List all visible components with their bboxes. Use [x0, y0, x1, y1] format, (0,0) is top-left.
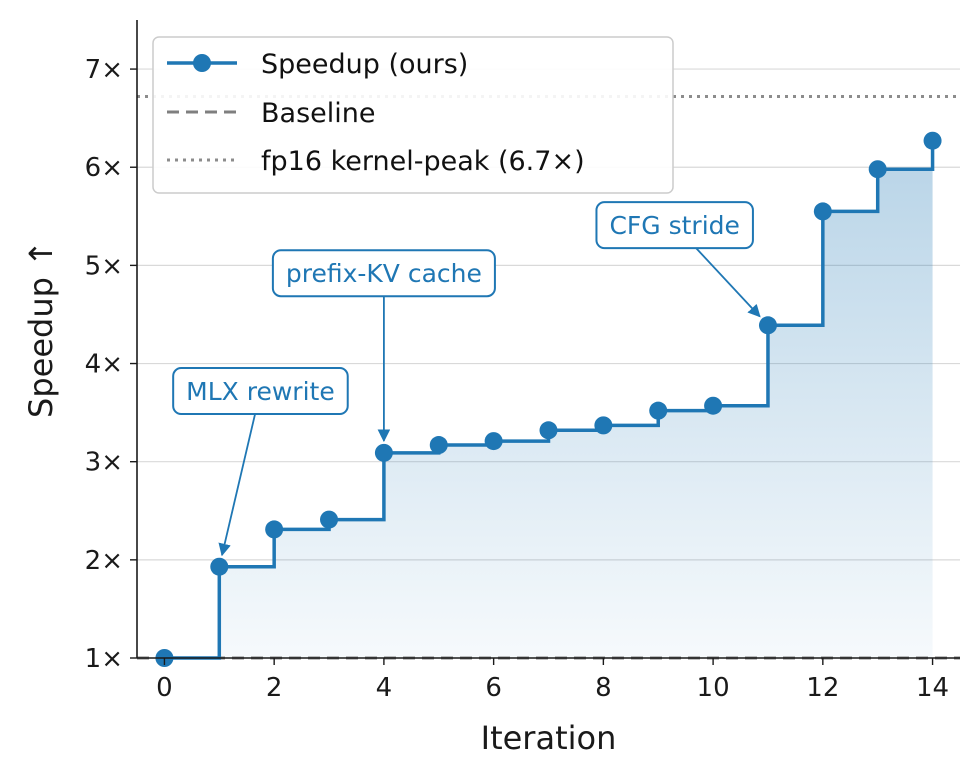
annotation-box-1 — [172, 367, 349, 416]
x-tick-label-2: 2 — [266, 673, 283, 703]
x-tick-label-4: 4 — [376, 673, 393, 703]
speedup-markers — [155, 131, 942, 667]
annotation-3: CFG stride — [595, 201, 761, 318]
annotation-arrow-1 — [218, 413, 256, 557]
data-point-6 — [484, 432, 503, 451]
y-tick-label-2: 2× — [85, 546, 123, 576]
annotation-label-2: prefix-KV cache — [286, 259, 482, 288]
y-tick-label-5: 5× — [85, 251, 123, 281]
tick-labels: 0 2 4 6 8 10 12 14 1× 2× 3× 4× 5× 6× 7× — [85, 55, 949, 703]
legend-label-speedup: Speedup (ours) — [261, 49, 468, 80]
data-point-8 — [594, 416, 613, 435]
annotation-box-3 — [595, 201, 754, 250]
x-tick-label-6: 6 — [485, 673, 502, 703]
data-point-4 — [374, 443, 393, 462]
x-tick-label-8: 8 — [595, 673, 612, 703]
data-point-11 — [758, 316, 777, 335]
data-point-1 — [210, 557, 229, 576]
x-tick-label-12: 12 — [806, 673, 839, 703]
data-point-7 — [539, 421, 558, 440]
y-tick-label-4: 4× — [85, 350, 123, 380]
annotation-arrow-3 — [695, 247, 761, 318]
legend-label-peak: fp16 kernel-peak (6.7×) — [261, 146, 585, 177]
annotation-2: prefix-KV cache — [271, 249, 496, 443]
data-point-13 — [868, 160, 887, 179]
y-tick-label-3: 3× — [85, 448, 123, 478]
y-tick-label-6: 6× — [85, 153, 123, 183]
legend-marker-speedup — [193, 54, 211, 72]
x-tick-label-0: 0 — [156, 673, 173, 703]
axes — [130, 20, 960, 665]
annotation-1: MLX rewrite — [172, 367, 349, 557]
legend: Speedup (ours) Baseline fp16 kernel-peak… — [152, 36, 674, 194]
x-tick-label-10: 10 — [697, 673, 730, 703]
x-axis-title: Iteration — [481, 719, 617, 757]
annotations: MLX rewrite prefix-KV cache CFG stride — [172, 201, 761, 557]
y-axis-title: Speedup ↑ — [22, 240, 60, 418]
data-point-2 — [265, 520, 284, 539]
data-point-10 — [704, 396, 723, 415]
speedup-area-fill — [164, 140, 933, 658]
data-point-5 — [429, 436, 448, 455]
data-point-3 — [320, 510, 339, 529]
data-point-12 — [813, 202, 832, 221]
data-point-14 — [923, 131, 942, 150]
data-point-9 — [649, 401, 668, 420]
x-tick-label-14: 14 — [916, 673, 949, 703]
legend-frame — [152, 36, 674, 194]
annotation-label-1: MLX rewrite — [186, 377, 335, 406]
annotation-label-3: CFG stride — [609, 211, 739, 240]
y-tick-label-7: 7× — [85, 55, 123, 85]
legend-label-baseline: Baseline — [261, 98, 375, 129]
y-tick-label-1: 1× — [85, 644, 123, 674]
